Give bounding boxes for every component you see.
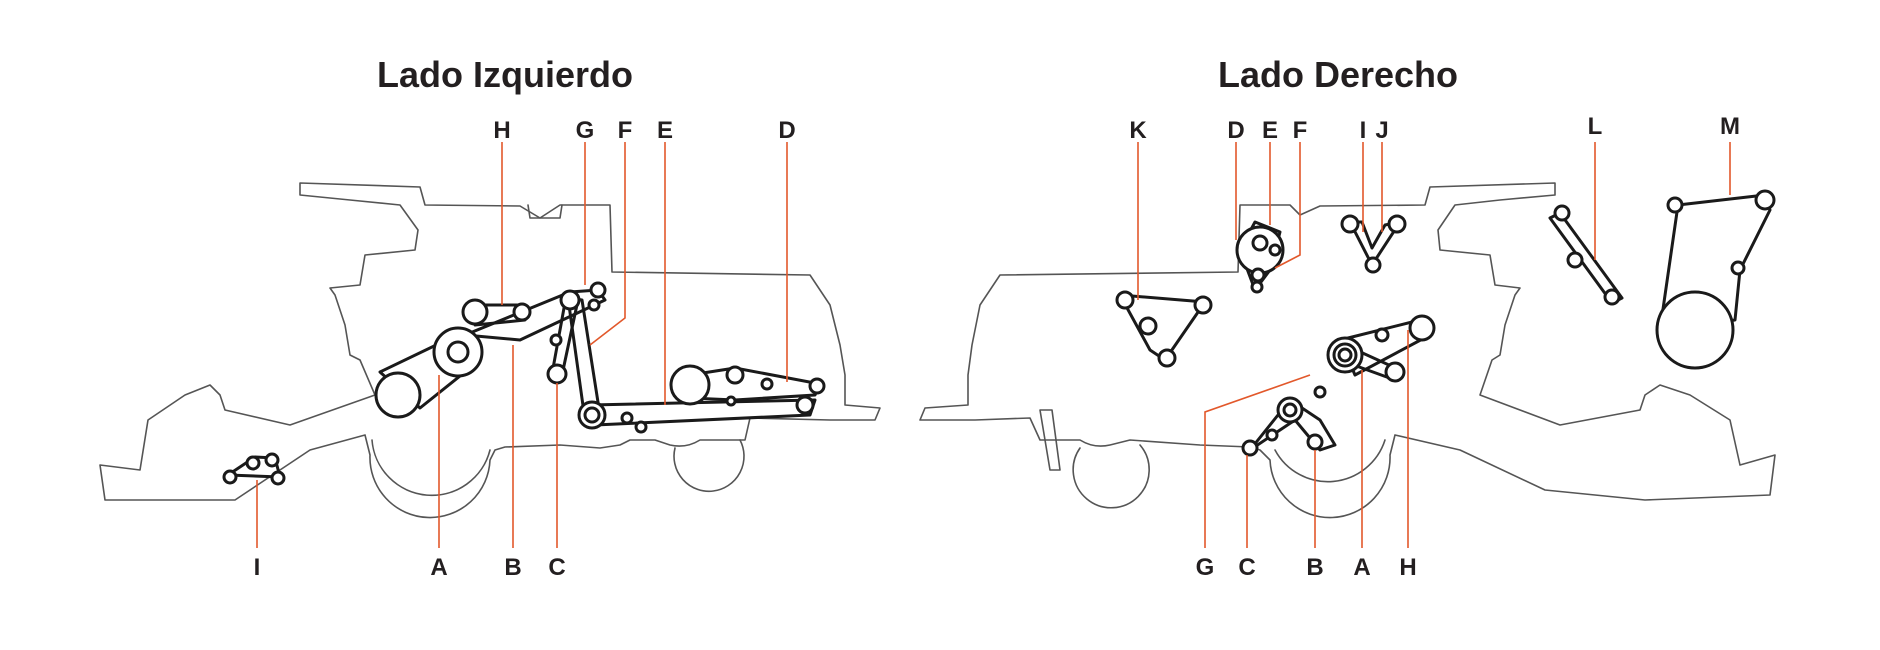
right-diagram: Lado Derecho bbox=[919, 54, 1776, 581]
left-pulley bbox=[446, 340, 470, 364]
left-label-f: F bbox=[618, 117, 633, 144]
right-pulley bbox=[1384, 361, 1406, 383]
left-label-e: E bbox=[657, 117, 673, 144]
left-pulley bbox=[549, 333, 563, 347]
left-label-h: H bbox=[493, 117, 510, 144]
right-label-k: K bbox=[1129, 117, 1147, 144]
right-label-d: D bbox=[1227, 117, 1244, 144]
left-label-c: C bbox=[548, 554, 565, 581]
left-grain-tank-cap bbox=[527, 204, 563, 219]
right-pulley bbox=[1374, 327, 1390, 343]
left-pulley bbox=[725, 365, 745, 385]
left-label-g: G bbox=[576, 117, 595, 144]
left-pulley bbox=[760, 377, 774, 391]
left-pulley bbox=[669, 364, 711, 406]
right-machine-outline bbox=[919, 182, 1776, 519]
left-pulley bbox=[512, 302, 532, 322]
right-pulley bbox=[1666, 196, 1684, 214]
right-title: Lado Derecho bbox=[1218, 54, 1458, 95]
left-pulley bbox=[461, 298, 489, 326]
right-pulley bbox=[1408, 314, 1436, 342]
left-machine-outline bbox=[99, 182, 881, 519]
left-pulley bbox=[374, 371, 422, 419]
right-label-m: M bbox=[1720, 113, 1740, 140]
left-pulley bbox=[222, 469, 238, 485]
right-pulley bbox=[1250, 280, 1264, 294]
left-leader-f bbox=[589, 142, 626, 346]
left-wheel-rear bbox=[673, 439, 745, 493]
left-pulley bbox=[546, 363, 568, 385]
right-wheel-rear bbox=[1072, 444, 1150, 509]
left-title: Lado Izquierdo bbox=[377, 54, 633, 95]
right-pulley bbox=[1387, 214, 1407, 234]
right-pulley bbox=[1754, 189, 1776, 211]
right-leader-f bbox=[1274, 142, 1301, 269]
right-pulley bbox=[1340, 214, 1360, 234]
left-pulley bbox=[795, 395, 815, 415]
left-pulley bbox=[725, 395, 737, 407]
left-pulley bbox=[589, 281, 607, 299]
right-pulley bbox=[1115, 290, 1135, 310]
right-label-l: L bbox=[1588, 113, 1603, 140]
right-pulley bbox=[1306, 433, 1324, 451]
left-label-d: D bbox=[778, 117, 795, 144]
left-label-i: I bbox=[254, 554, 261, 581]
left-label-a: A bbox=[430, 554, 447, 581]
right-wheel-front bbox=[1274, 439, 1386, 483]
left-pulley bbox=[583, 406, 601, 424]
right-pulley bbox=[1553, 204, 1571, 222]
right-pulley bbox=[1313, 385, 1327, 399]
right-pulley bbox=[1138, 316, 1158, 336]
left-pulley bbox=[264, 452, 280, 468]
right-pulley bbox=[1603, 288, 1621, 306]
right-label-c: C bbox=[1238, 554, 1255, 581]
right-pulley bbox=[1251, 234, 1269, 252]
left-label-b: B bbox=[504, 554, 521, 581]
right-pulley bbox=[1268, 243, 1282, 257]
left-wheel-front bbox=[371, 439, 491, 497]
right-pulley bbox=[1193, 295, 1213, 315]
left-diagram: Lado Izquierdo bbox=[99, 54, 881, 581]
right-label-b: B bbox=[1306, 554, 1323, 581]
right-label-i: I bbox=[1360, 117, 1367, 144]
right-label-h: H bbox=[1399, 554, 1416, 581]
left-pulley bbox=[270, 470, 286, 486]
right-label-e: E bbox=[1262, 117, 1278, 144]
right-pulley bbox=[1250, 267, 1266, 283]
left-pulley bbox=[587, 298, 601, 312]
right-pulley bbox=[1265, 428, 1279, 442]
right-label-a: A bbox=[1353, 554, 1370, 581]
left-pulley bbox=[634, 420, 648, 434]
right-pulley bbox=[1730, 260, 1746, 276]
right-pulley bbox=[1241, 439, 1259, 457]
right-label-g: G bbox=[1196, 554, 1215, 581]
left-pulley bbox=[620, 411, 634, 425]
right-ladder bbox=[1039, 409, 1061, 471]
right-pulley bbox=[1282, 402, 1298, 418]
right-label-j: J bbox=[1375, 117, 1388, 144]
right-leader-g bbox=[1204, 374, 1311, 548]
right-pulley bbox=[1566, 251, 1584, 269]
left-pulley bbox=[559, 289, 581, 311]
right-pulley bbox=[1655, 290, 1735, 370]
right-pulley bbox=[1157, 348, 1177, 368]
right-pulley bbox=[1364, 256, 1382, 274]
right-label-f: F bbox=[1293, 117, 1308, 144]
left-pulley bbox=[808, 377, 826, 395]
right-pulley bbox=[1337, 347, 1353, 363]
left-pulley bbox=[245, 455, 261, 471]
